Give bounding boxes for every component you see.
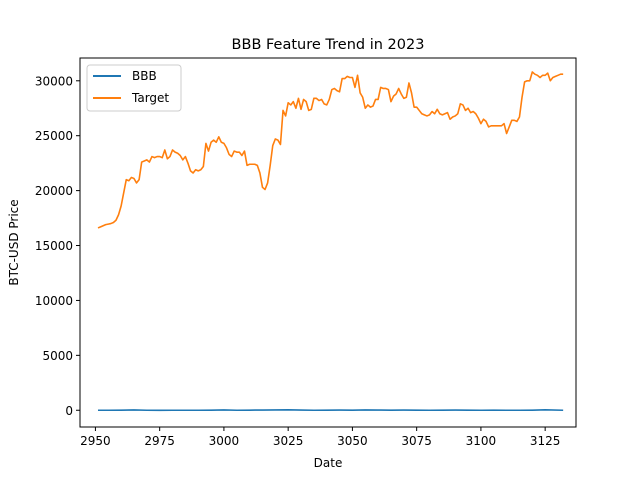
y-axis-ticks: 0 5000 10000 15000 20000 25000 30000 bbox=[35, 74, 80, 418]
y-tick-label: 0 bbox=[65, 404, 73, 418]
y-axis-title: BTC-USD Price bbox=[7, 199, 21, 285]
plot-lines bbox=[97, 71, 564, 412]
y-tick-label: 20000 bbox=[35, 184, 73, 198]
x-tick-label: 3025 bbox=[273, 434, 304, 448]
legend: BBB Target bbox=[86, 64, 182, 112]
x-tick-label: 2975 bbox=[144, 434, 175, 448]
chart-title: BBB Feature Trend in 2023 bbox=[232, 37, 425, 53]
legend-label-bbb: BBB bbox=[132, 69, 157, 83]
series-line-target bbox=[97, 71, 564, 229]
x-axis-title: Date bbox=[314, 456, 343, 470]
y-tick-label: 30000 bbox=[35, 74, 73, 88]
y-tick-label: 15000 bbox=[35, 239, 73, 253]
x-tick-label: 3000 bbox=[209, 434, 240, 448]
x-tick-label: 3075 bbox=[401, 434, 432, 448]
x-tick-label: 3125 bbox=[530, 434, 561, 448]
x-tick-label: 3050 bbox=[337, 434, 368, 448]
y-tick-label: 25000 bbox=[35, 129, 73, 143]
legend-label-target: Target bbox=[131, 91, 169, 105]
x-tick-label: 2950 bbox=[80, 434, 111, 448]
plot-frame bbox=[79, 57, 577, 428]
y-tick-label: 5000 bbox=[42, 349, 73, 363]
y-tick-label: 10000 bbox=[35, 294, 73, 308]
x-tick-label: 3100 bbox=[466, 434, 497, 448]
series-line-bbb bbox=[97, 409, 564, 412]
x-axis-ticks: 2950 2975 3000 3025 3050 3075 3100 3125 bbox=[80, 427, 560, 448]
